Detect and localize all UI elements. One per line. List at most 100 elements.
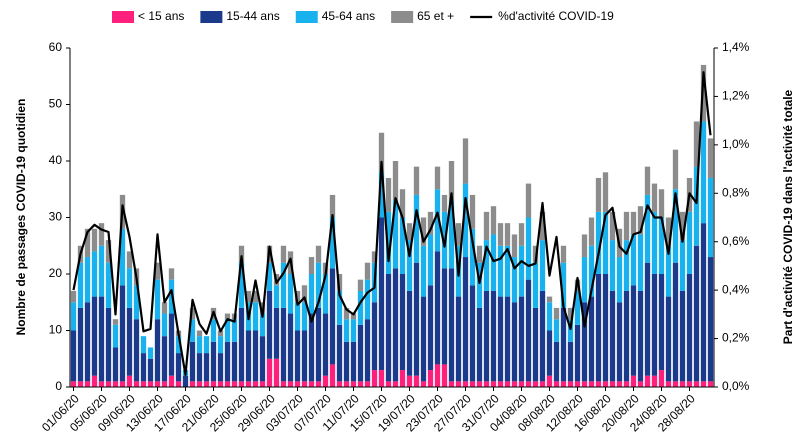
bar-segment xyxy=(322,274,329,314)
bar-segment xyxy=(700,223,707,382)
bar-segment xyxy=(126,251,133,269)
bar-segment xyxy=(231,341,238,382)
bar-segment xyxy=(406,240,413,291)
bar-segment xyxy=(427,370,434,387)
bar-segment xyxy=(196,336,203,354)
bar-segment xyxy=(126,375,133,387)
bar-segment xyxy=(616,381,623,387)
bar-segment xyxy=(462,138,469,184)
bar-segment xyxy=(133,319,140,382)
bar-segment xyxy=(350,341,357,382)
bar-segment xyxy=(84,257,91,303)
bar-segment xyxy=(441,268,448,365)
bar-segment xyxy=(161,313,168,337)
bar-segment xyxy=(294,381,301,387)
bar-segment xyxy=(546,330,553,376)
bar-segment xyxy=(378,132,385,173)
bar-segment xyxy=(91,251,98,297)
bar-segment xyxy=(476,245,483,263)
bar-segment xyxy=(294,290,301,303)
bar-segment xyxy=(378,370,385,387)
bar-segment xyxy=(595,274,602,382)
bar-segment xyxy=(693,381,700,387)
bar-segment xyxy=(581,257,588,303)
bar-segment xyxy=(280,381,287,387)
bar-segment xyxy=(112,324,119,348)
bar-segment xyxy=(140,336,147,354)
bar-segment xyxy=(413,166,420,195)
bar-segment xyxy=(245,330,252,382)
bar-segment xyxy=(217,353,224,382)
bar-segment xyxy=(217,381,224,387)
bar-segment xyxy=(161,381,168,387)
bar-segment xyxy=(686,381,693,387)
bar-segment xyxy=(623,381,630,387)
bar-segment xyxy=(329,268,336,365)
bar-segment xyxy=(70,330,77,382)
bar-segment xyxy=(413,375,420,387)
bar-segment xyxy=(490,290,497,382)
y2-tick-label: 0,4% xyxy=(722,282,750,296)
bar-segment xyxy=(420,217,427,246)
bar-segment xyxy=(77,262,84,308)
bar-segment xyxy=(602,172,609,212)
bar-segment xyxy=(406,290,413,376)
bar-segment xyxy=(301,302,308,331)
bar-segment xyxy=(567,381,574,387)
bar-segment xyxy=(287,381,294,387)
bar-segment xyxy=(329,364,336,387)
bar-segment xyxy=(392,268,399,382)
bar-segment xyxy=(658,370,665,387)
bar-segment xyxy=(84,228,91,258)
bar-segment xyxy=(70,381,77,387)
bar-segment xyxy=(700,121,707,224)
bar-segment xyxy=(427,234,434,286)
bar-segment xyxy=(350,313,357,320)
bar-segment xyxy=(504,381,511,387)
bar-segment xyxy=(287,313,294,382)
bar-segment xyxy=(364,319,371,382)
bar-segment xyxy=(497,296,504,382)
bar-segment xyxy=(224,319,231,342)
bar-segment xyxy=(546,302,553,331)
bar-segment xyxy=(574,290,581,325)
bar-segment xyxy=(238,307,245,382)
bar-segment xyxy=(231,381,238,387)
bar-segment xyxy=(609,240,616,291)
legend-label: < 15 ans xyxy=(138,9,184,23)
bar-segment xyxy=(217,336,224,354)
bar-segment xyxy=(154,262,161,280)
bar-segment xyxy=(567,341,574,382)
bar-segment xyxy=(553,307,560,320)
y2-axis-title: Part d'activité COVID-19 dans l'activité… xyxy=(781,89,795,344)
y2-tick-label: 0,0% xyxy=(722,379,750,393)
bar-segment xyxy=(658,274,665,371)
bar-segment xyxy=(630,211,637,235)
bar-segment xyxy=(483,240,490,291)
bar-segment xyxy=(665,245,672,297)
bar-segment xyxy=(189,341,196,382)
bar-segment xyxy=(224,313,231,320)
bar-segment xyxy=(581,381,588,387)
bar-segment xyxy=(504,245,511,297)
bar-segment xyxy=(574,324,581,382)
legend-label: 15-44 ans xyxy=(226,9,279,23)
bar-segment xyxy=(637,290,644,382)
bar-segment xyxy=(252,381,259,387)
bar-segment xyxy=(637,381,644,387)
bar-segment xyxy=(567,319,574,342)
bar-segment xyxy=(84,302,91,382)
bar-segment xyxy=(105,307,112,382)
bar-segment xyxy=(567,307,574,320)
bar-segment xyxy=(140,381,147,387)
bar-segment xyxy=(665,381,672,387)
bar-segment xyxy=(259,313,266,337)
y2-tick-label: 1,4% xyxy=(722,40,750,54)
bar-segment xyxy=(266,358,273,387)
bar-segment xyxy=(630,375,637,387)
bar-segment xyxy=(112,319,119,325)
bar-segment xyxy=(301,381,308,387)
y-tick-label: 60 xyxy=(49,40,63,54)
bar-segment xyxy=(350,319,357,342)
bar-segment xyxy=(252,290,259,303)
